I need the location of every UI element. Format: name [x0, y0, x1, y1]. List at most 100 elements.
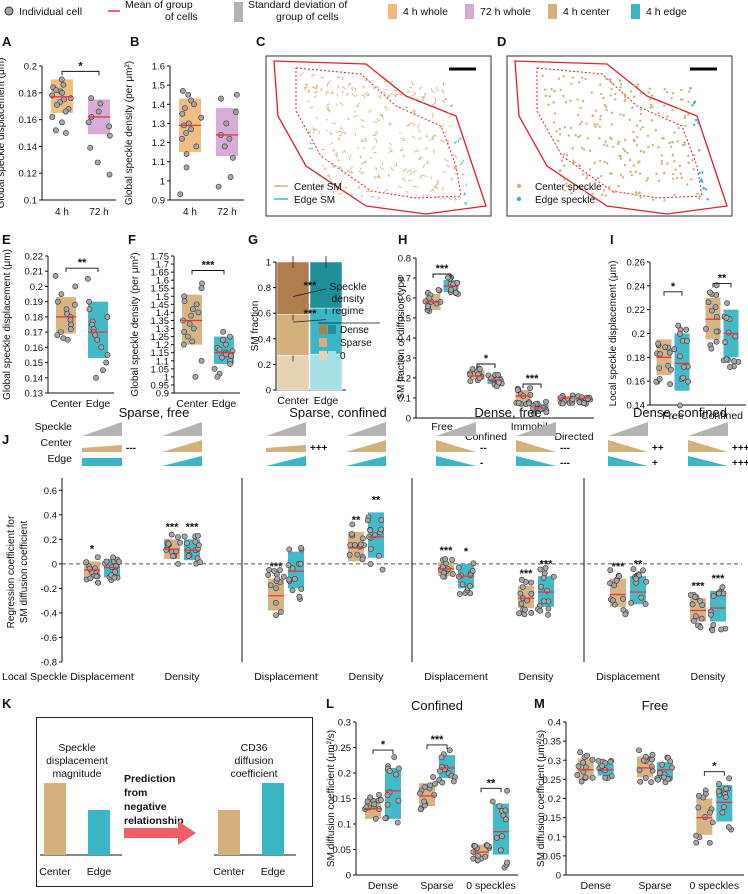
speckle [680, 176, 683, 179]
speckle [645, 179, 648, 182]
y-tick-label: 0 [346, 871, 351, 882]
significance-bracket [426, 744, 448, 749]
schematic-title: diffusion [235, 755, 274, 767]
data-point [722, 794, 729, 800]
speckle [550, 87, 553, 91]
schematic-bar-edge [88, 810, 110, 855]
data-point [542, 565, 549, 571]
significance-label: * [78, 60, 83, 72]
legend-item: 4 h center [563, 6, 610, 18]
sm-track [412, 122, 416, 127]
data-point [219, 354, 225, 361]
sm-track [312, 130, 315, 134]
sm-track [442, 171, 446, 173]
data-point [518, 600, 525, 607]
y-tick-label: 0 [266, 386, 271, 397]
speckle [593, 161, 596, 164]
sm-track [434, 186, 439, 190]
sm-track [327, 80, 332, 85]
data-point [655, 776, 661, 783]
y-axis-label: Local speckle displacement (μm) [608, 261, 619, 407]
sm-track [431, 102, 436, 108]
data-point [386, 768, 393, 774]
subpanel-title: Dense, confined [633, 405, 727, 420]
speckle [612, 190, 616, 194]
data-point [482, 853, 489, 860]
panel-letter-i: I [610, 232, 614, 247]
data-point [52, 127, 59, 134]
speckle [580, 120, 583, 123]
sm-track [326, 83, 329, 88]
data-point [223, 120, 230, 127]
speckle [571, 147, 574, 150]
data-point [484, 842, 491, 849]
subpanel-title: Sparse, free [119, 405, 190, 420]
y-tick-label: 0.15 [333, 794, 352, 805]
sm-track [440, 124, 445, 128]
speckle [605, 105, 608, 108]
sm-track [308, 131, 312, 134]
sm-track [463, 192, 467, 196]
data-point [393, 771, 399, 778]
speckle [562, 178, 566, 181]
speckle [577, 81, 581, 84]
significance-label: *** [166, 522, 180, 534]
speckle [660, 162, 664, 165]
y-tick-label: 1.3 [156, 324, 169, 335]
data-point [589, 756, 596, 763]
y-tick-label: 0.1 [24, 196, 37, 207]
data-point [649, 751, 656, 758]
speckle [581, 99, 585, 103]
sm-track [360, 138, 365, 143]
data-point [86, 565, 93, 572]
sm-track [388, 92, 394, 98]
image-legend-text: Edge speckle [535, 195, 595, 206]
x-tick-label: Confined [701, 410, 743, 422]
speckle [678, 164, 682, 168]
data-point [710, 622, 717, 628]
data-point [638, 594, 645, 601]
data-point [62, 108, 69, 115]
speckle [672, 172, 675, 176]
x-tick-label: 0 speckles [690, 880, 740, 892]
data-point [211, 365, 218, 372]
speckle [674, 168, 677, 171]
data-point [367, 546, 374, 552]
sm-track [323, 167, 327, 171]
data-point [179, 110, 186, 117]
prediction-arrow [124, 821, 196, 845]
data-point [192, 373, 199, 380]
speckle [617, 184, 620, 188]
sm-track [359, 167, 362, 171]
sm-track [406, 90, 411, 93]
data-point [643, 578, 650, 585]
data-point [697, 624, 704, 631]
speckle-wedge [516, 422, 556, 436]
x-tick-label: Sparse [638, 880, 671, 892]
data-point [111, 574, 118, 581]
sm-track [330, 91, 335, 95]
prediction-mark: --- [126, 443, 136, 454]
data-point [112, 568, 118, 575]
sm-track [377, 174, 380, 177]
sm-track [440, 196, 446, 200]
speckle [634, 170, 637, 174]
prediction-mark: -- [480, 443, 487, 454]
sm-track [410, 111, 416, 115]
speckle [604, 194, 608, 197]
sm-track [388, 147, 391, 149]
data-point [723, 356, 730, 363]
speckle [608, 172, 612, 175]
sm-track [419, 174, 423, 179]
sm-track [359, 155, 362, 159]
data-point [63, 130, 69, 136]
y-tick-label: 0.7 [398, 274, 411, 285]
sm-track [450, 177, 453, 182]
data-point [692, 594, 698, 600]
data-point [519, 584, 526, 591]
data-point [516, 610, 522, 617]
speckle [632, 164, 635, 167]
significance-bracket [372, 749, 394, 755]
data-point [94, 159, 101, 166]
schematic-title: Speckle [58, 742, 96, 754]
